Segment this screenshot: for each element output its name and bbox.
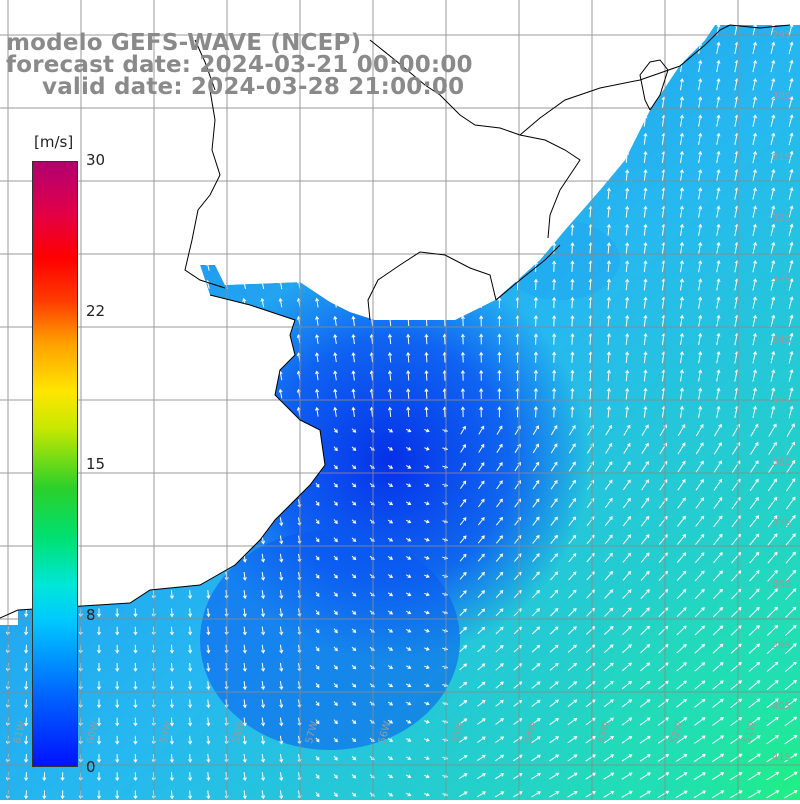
colorbar	[32, 161, 78, 767]
colorbar-tick-0: 0	[86, 758, 96, 776]
lat-label: 39S	[772, 640, 791, 651]
lat-label: 33S	[772, 274, 791, 285]
lat-label: 31S	[772, 152, 791, 163]
lat-label: 36S	[772, 457, 791, 468]
lat-label: 38S	[772, 579, 791, 590]
valid-date: valid date: 2024-03-28 21:00:00	[42, 74, 464, 100]
lat-label: 30S	[772, 91, 791, 102]
lat-label: 37S	[772, 518, 791, 529]
colorbar-tick-8: 8	[86, 606, 96, 624]
colorbar-tick-22: 22	[86, 302, 105, 320]
lat-label: 40S	[772, 701, 791, 712]
lat-label: 35S	[772, 396, 791, 407]
colorbar-tick-15: 15	[86, 455, 105, 473]
lat-label: 29S	[772, 30, 791, 41]
colorbar-unit: [m/s]	[34, 133, 73, 151]
lat-label: 41S	[772, 752, 791, 763]
colorbar-tick-30: 30	[86, 151, 105, 169]
lat-label: 32S	[772, 213, 791, 224]
lat-label: 34S	[772, 335, 791, 346]
